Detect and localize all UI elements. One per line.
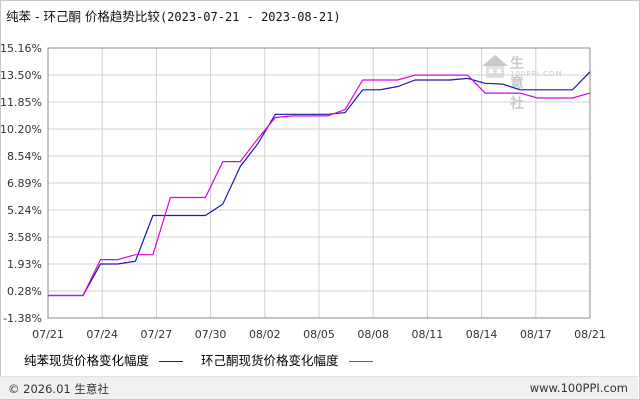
y-tick-label: 1.93% [7,258,42,271]
plot-border [47,47,591,319]
legend-item-benzene: 纯苯现货价格变化幅度 [24,350,184,369]
y-tick-label: 13.50% [0,69,42,82]
footer-bar: © 2026.01 生意社 www.100PPI.com [0,376,638,399]
y-tick-label: 3.58% [7,231,42,244]
x-tick-label: 08/11 [412,328,444,341]
legend-swatch-benzene [159,361,184,362]
copyright-text: © 2026.01 生意社 [8,382,109,396]
x-tick-label: 07/24 [86,328,118,341]
benzene-line [48,71,591,297]
x-tick-label: 07/27 [141,328,173,341]
y-tick-label: 10.20% [0,123,42,136]
x-tick-label: 07/30 [195,328,227,341]
legend-swatch-cyclohexanone [348,361,373,362]
x-tick-label: 07/21 [32,328,64,341]
watermark-text: 生意社 [510,56,526,112]
line-chart: 15.16% 13.50% 11.85% 10.20% 8.54% 6.89% 5.24% 3… [0,42,606,341]
site-link[interactable]: www.100PPI.com [529,381,628,395]
x-tick-label: 08/02 [249,328,281,341]
y-tick-label: 5.24% [7,204,42,217]
chart-title: 纯苯 - 环己酮 价格趋势比较(2023-07-21 - 2023-08-21) [6,6,341,25]
y-tick-label: 8.54% [7,150,42,163]
legend-label-cyclohexanone: 环己酮现货价格变化幅度 [201,353,339,368]
legend-label-benzene: 纯苯现货价格变化幅度 [24,353,150,368]
x-tick-label: 08/17 [520,328,552,341]
x-tick-label: 08/08 [357,328,389,341]
y-tick-label: 6.89% [7,177,42,190]
y-tick-label: 11.85% [0,96,42,109]
y-tick-label: 15.16% [0,42,42,55]
x-tick-label: 08/21 [574,328,606,341]
cyclohexanone-line [48,74,591,297]
x-tick-label: 08/05 [303,328,335,341]
y-tick-label: 0.28% [7,285,42,298]
chart-legend: 纯苯现货价格变化幅度 环己酮现货价格变化幅度 [24,350,387,369]
legend-item-cyclohexanone: 环己酮现货价格变化幅度 [201,350,373,369]
chart-title-text: 纯苯 - 环己酮 价格趋势比较 [6,9,160,24]
chart-date-range: (2023-07-21 - 2023-08-21) [159,10,341,24]
y-tick-label: -1.38% [3,312,42,325]
x-tick-label: 08/14 [466,328,498,341]
